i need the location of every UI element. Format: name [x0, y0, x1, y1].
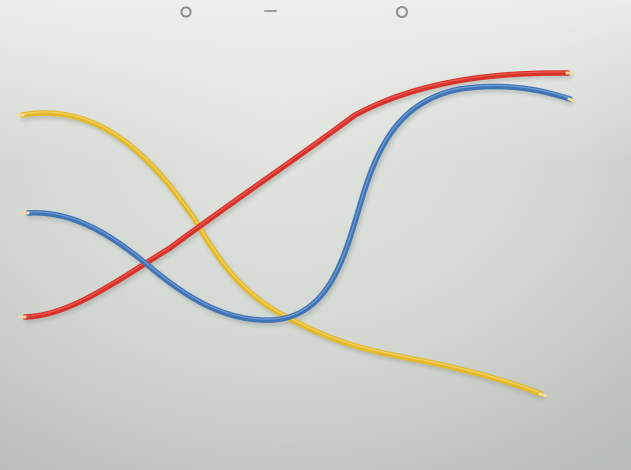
yellow-wire-end-right [540, 394, 546, 396]
blue-wire-end-right [569, 99, 575, 101]
